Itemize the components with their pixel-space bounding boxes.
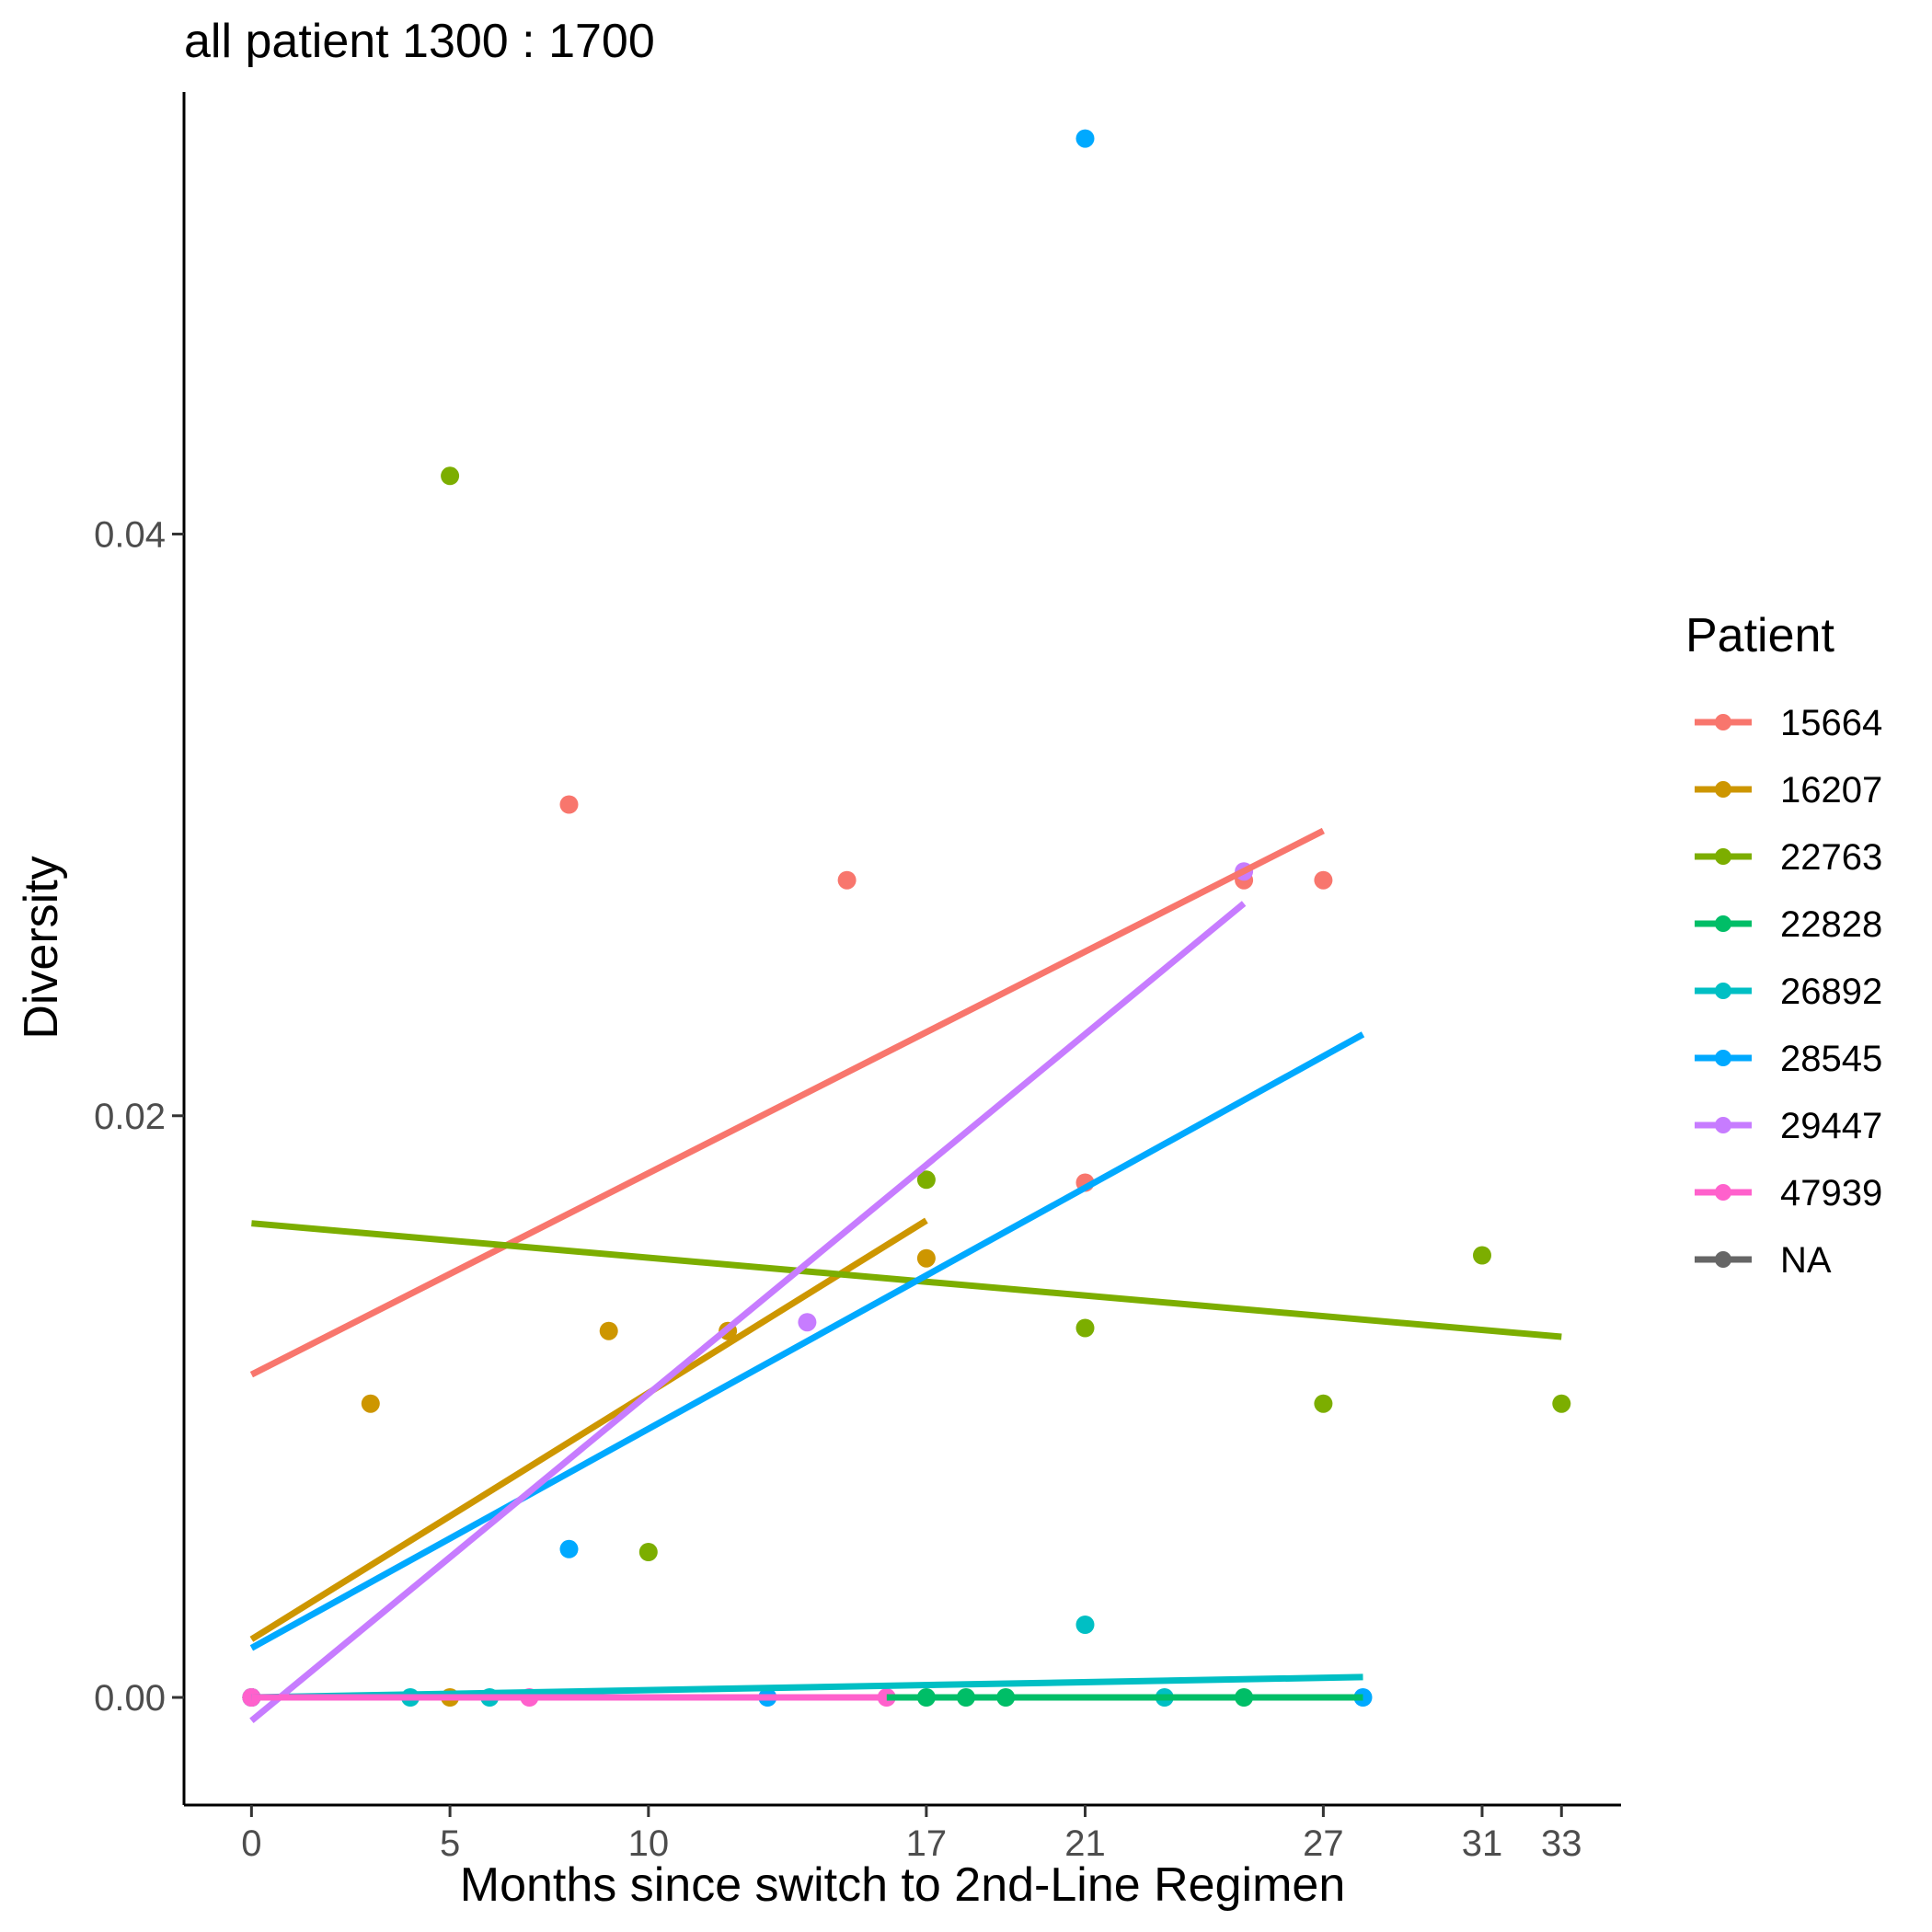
x-tick-label: 17 bbox=[906, 1823, 948, 1864]
point-22763-4 bbox=[1075, 1318, 1095, 1338]
legend-item-47939: 47939 bbox=[1695, 1173, 1882, 1213]
legend-key-point bbox=[1715, 983, 1731, 999]
legend-label: 22828 bbox=[1780, 904, 1882, 945]
legend-label: 16207 bbox=[1780, 770, 1882, 811]
y-tick-label: 0.02 bbox=[94, 1097, 166, 1137]
series-28545 bbox=[242, 129, 1373, 1707]
legend-label: NA bbox=[1780, 1240, 1832, 1281]
legend-label: 28545 bbox=[1780, 1039, 1882, 1079]
legend: Patient 15664 16207 22763 22828 26892 28545 29… bbox=[1685, 609, 1882, 1281]
point-22763-5 bbox=[1314, 1394, 1333, 1413]
x-tick-label: 0 bbox=[241, 1823, 261, 1864]
plot-area bbox=[242, 129, 1571, 1724]
series-15664 bbox=[242, 795, 1333, 1707]
legend-key-point bbox=[1715, 1251, 1731, 1268]
y-axis-label: Diversity bbox=[15, 856, 68, 1039]
fit-line-22763 bbox=[251, 1220, 1562, 1340]
point-29447-1 bbox=[798, 1313, 817, 1332]
legend-item-NA: NA bbox=[1695, 1240, 1832, 1281]
legend-item-26892: 26892 bbox=[1695, 972, 1882, 1012]
legend-item-28545: 28545 bbox=[1695, 1039, 1882, 1079]
legend-label: 47939 bbox=[1780, 1173, 1882, 1213]
legend-key-point bbox=[1715, 714, 1731, 730]
fit-line-28545 bbox=[249, 1031, 1365, 1651]
legend-label: 29447 bbox=[1780, 1106, 1882, 1146]
point-16207-1 bbox=[361, 1394, 380, 1413]
series-16207 bbox=[242, 1248, 936, 1707]
point-26892-3 bbox=[1075, 1616, 1095, 1634]
legend-label: 26892 bbox=[1780, 972, 1882, 1012]
legend-key-point bbox=[1715, 915, 1731, 932]
point-22763-7 bbox=[1552, 1394, 1571, 1413]
fit-line-29447 bbox=[249, 901, 1247, 1724]
point-15664-2 bbox=[837, 870, 857, 890]
point-28545-3 bbox=[1075, 129, 1095, 148]
x-ticks: 0 5 10 17 21 27 31 33 bbox=[241, 1805, 1582, 1864]
y-tick-label: 0.04 bbox=[94, 515, 166, 556]
legend-key-point bbox=[1715, 1117, 1731, 1133]
fit-line-16207 bbox=[249, 1217, 928, 1642]
legend-item-16207: 16207 bbox=[1695, 770, 1882, 811]
legend-key-point bbox=[1715, 848, 1731, 865]
x-tick-label: 33 bbox=[1541, 1823, 1582, 1864]
point-22763-2 bbox=[638, 1543, 658, 1561]
series-29447 bbox=[242, 862, 1254, 1707]
x-tick-label: 10 bbox=[628, 1823, 670, 1864]
legend-label: 15664 bbox=[1780, 703, 1882, 743]
x-tick-label: 27 bbox=[1303, 1823, 1344, 1864]
point-15664-5 bbox=[1314, 870, 1333, 890]
legend-item-22763: 22763 bbox=[1695, 837, 1882, 878]
y-tick-label: 0.00 bbox=[94, 1678, 166, 1719]
point-15664-1 bbox=[559, 795, 579, 814]
point-22763-6 bbox=[1473, 1246, 1491, 1265]
point-22763-3 bbox=[916, 1170, 936, 1190]
x-axis-label: Months since switch to 2nd-Line Regimen bbox=[460, 1858, 1345, 1912]
fit-line-26892 bbox=[251, 1673, 1363, 1701]
legend-key-point bbox=[1715, 1050, 1731, 1066]
legend-title: Patient bbox=[1685, 609, 1834, 662]
legend-item-15664: 15664 bbox=[1695, 703, 1882, 743]
x-tick-label: 21 bbox=[1064, 1823, 1106, 1864]
y-ticks: 0.00 0.02 0.04 bbox=[94, 515, 184, 1719]
legend-item-22828: 22828 bbox=[1695, 904, 1882, 945]
legend-item-29447: 29447 bbox=[1695, 1106, 1882, 1146]
legend-key-point bbox=[1715, 1184, 1731, 1201]
chart-title: all patient 1300 : 1700 bbox=[184, 15, 655, 68]
legend-label: 22763 bbox=[1780, 837, 1882, 878]
point-16207-5 bbox=[916, 1248, 936, 1268]
point-28545-1 bbox=[559, 1539, 579, 1558]
point-16207-3 bbox=[599, 1321, 618, 1340]
x-tick-label: 31 bbox=[1462, 1823, 1503, 1864]
point-22763-1 bbox=[441, 466, 460, 486]
fit-line-15664 bbox=[249, 827, 1325, 1378]
x-tick-label: 5 bbox=[440, 1823, 460, 1864]
legend-key-point bbox=[1715, 781, 1731, 798]
